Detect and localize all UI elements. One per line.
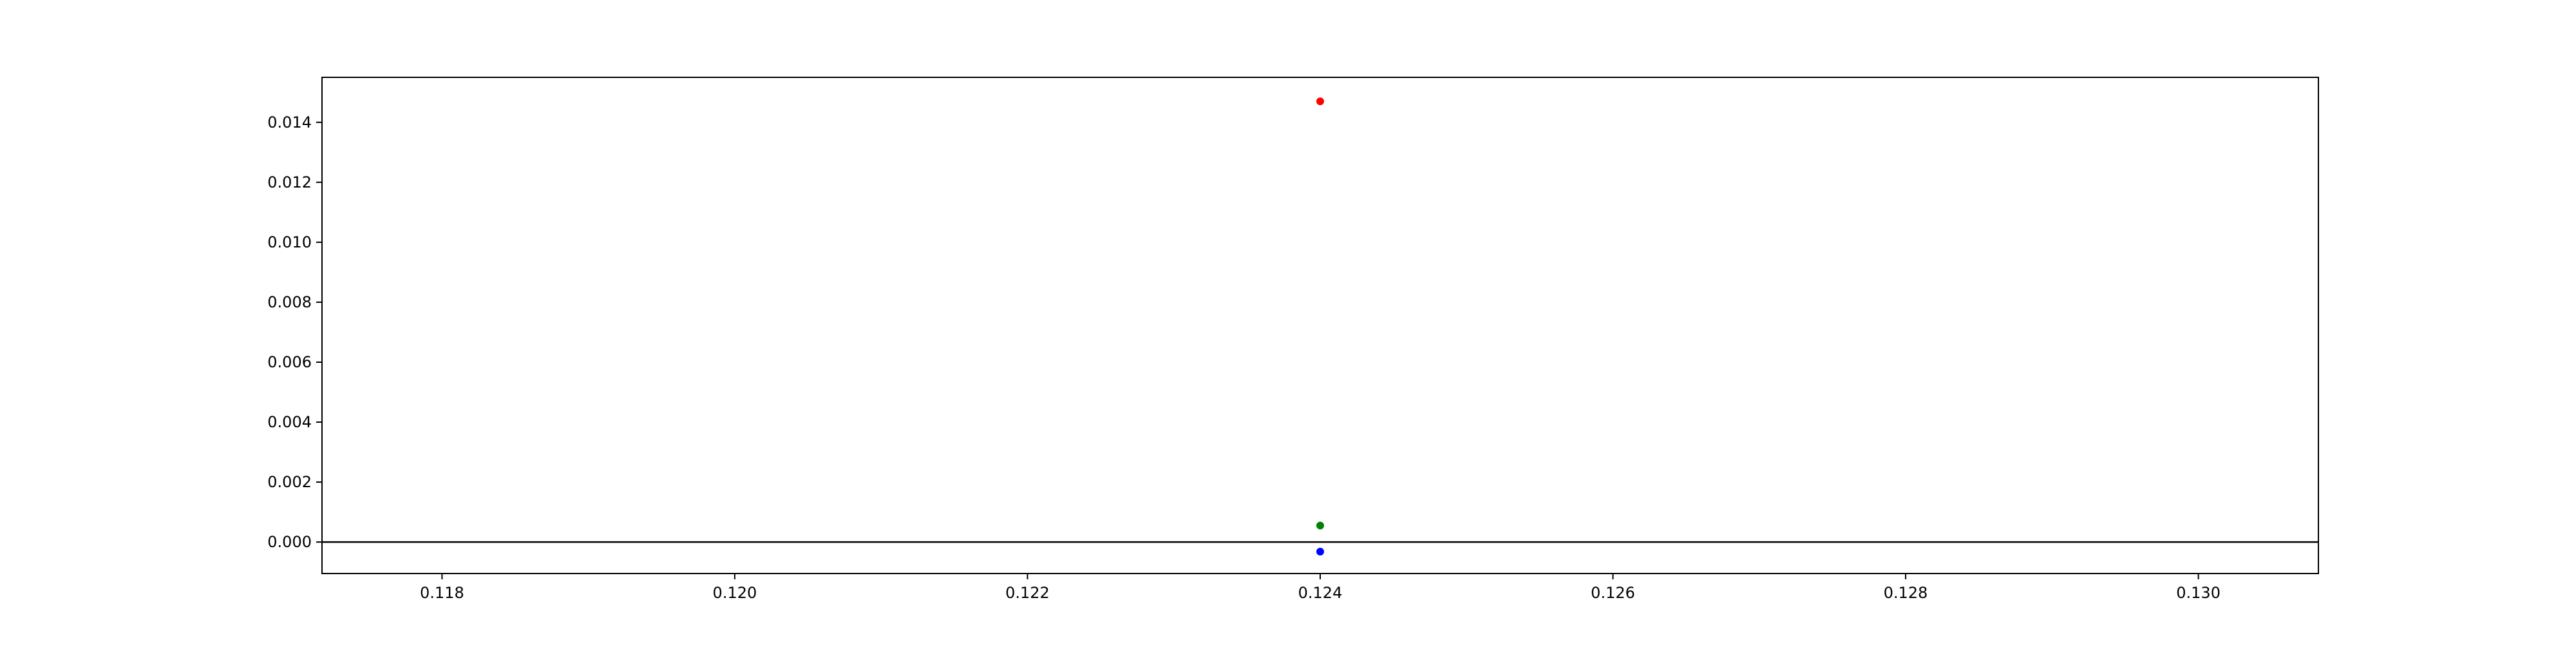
y-tick-label: 0.004	[267, 413, 312, 431]
plot-area-background	[322, 77, 2318, 574]
data-point	[1316, 548, 1324, 556]
y-tick-label: 0.008	[267, 293, 312, 311]
x-tick-label: 0.130	[2176, 584, 2221, 602]
y-tick-label: 0.006	[267, 353, 312, 371]
data-point	[1316, 97, 1324, 106]
y-tick-label: 0.002	[267, 473, 312, 491]
y-tick-label: 0.012	[267, 173, 312, 191]
data-point	[1316, 521, 1324, 530]
x-tick-label: 0.120	[713, 584, 757, 602]
y-tick-label: 0.010	[267, 233, 312, 251]
y-tick-label: 0.014	[267, 113, 312, 131]
y-axis-ticks: 0.000 0.002 0.004 0.006 0.008 0.010 0.012 0.014	[267, 113, 322, 551]
x-axis-ticks: 0.118 0.120 0.122 0.124 0.126 0.128 0.130	[420, 574, 2221, 602]
x-tick-label: 0.118	[420, 584, 464, 602]
x-tick-label: 0.126	[1591, 584, 1635, 602]
x-tick-label: 0.124	[1298, 584, 1343, 602]
x-tick-label: 0.122	[1005, 584, 1050, 602]
y-tick-label: 0.000	[267, 533, 312, 551]
x-tick-label: 0.128	[1884, 584, 1928, 602]
data-points	[1316, 97, 1324, 556]
plot-frame	[321, 77, 2319, 574]
